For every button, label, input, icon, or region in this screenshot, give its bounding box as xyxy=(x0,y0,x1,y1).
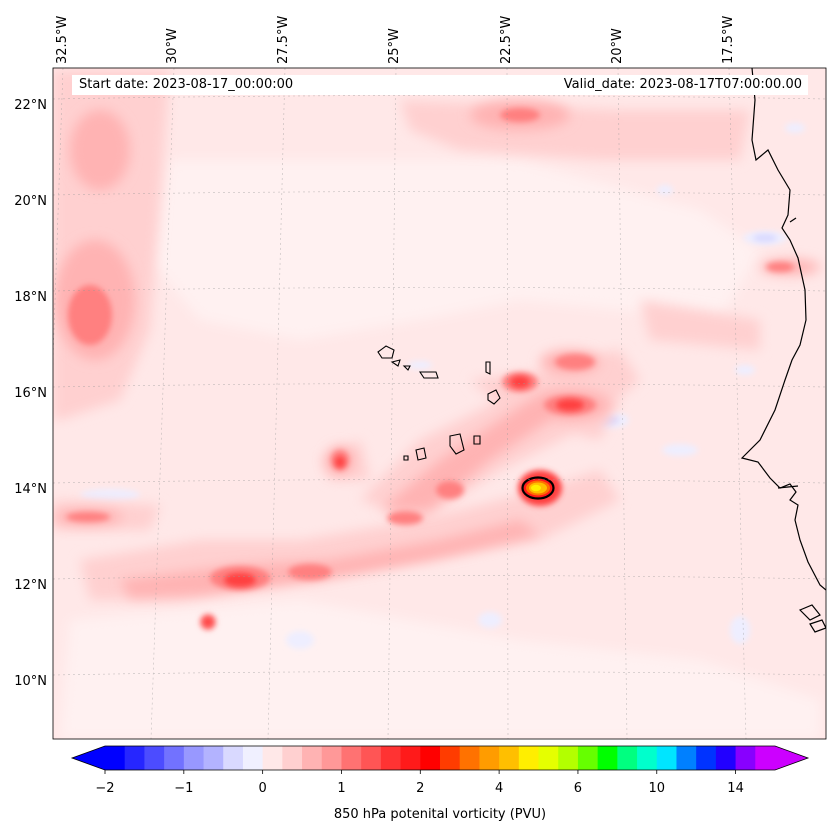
start-date: Start date: 2023-08-17_00:00:00 xyxy=(79,77,294,92)
lat-label-10n: 10°N xyxy=(14,674,47,689)
lon-label-17-5w: 17.5°W xyxy=(721,15,736,64)
colorbar-segment xyxy=(321,746,342,770)
colorbar-segment xyxy=(479,746,500,770)
lon-label-25w: 25°W xyxy=(387,28,402,64)
colorbar-tick-label: 1 xyxy=(337,781,346,796)
colorbar-segment xyxy=(676,746,697,770)
colorbar-segment xyxy=(538,746,559,770)
colorbar-segment xyxy=(656,746,677,770)
colorbar-segment xyxy=(597,746,618,770)
african-coastline xyxy=(740,68,826,633)
colorbar-tick-label: 6 xyxy=(573,781,583,796)
colorbar-tick-label: 10 xyxy=(648,781,666,796)
colorbar-segment xyxy=(242,746,264,770)
lat-label-16n: 16°N xyxy=(14,386,47,401)
colorbar-segment xyxy=(577,746,599,770)
colorbar-segment xyxy=(203,746,224,770)
lat-label-12n: 12°N xyxy=(14,578,47,593)
lat-label-20n: 20°N xyxy=(14,194,47,209)
lon-label-22-5w: 22.5°W xyxy=(499,15,514,64)
colorbar-segment xyxy=(124,746,145,770)
lon-label-32-5w: 32.5°W xyxy=(55,15,70,64)
colorbar-segment xyxy=(144,746,165,770)
cape-verde-islands xyxy=(377,345,501,461)
colorbar-segment xyxy=(223,746,244,770)
colorbar-segment xyxy=(105,746,126,770)
colorbar-segment xyxy=(380,746,402,770)
colorbar-segment xyxy=(440,746,461,770)
colorbar-title: 850 hPa potenital vorticity (PVU) xyxy=(333,807,547,822)
date-info-bar: Start date: 2023-08-17_00:00:00 Valid_da… xyxy=(72,75,808,95)
colorbar-segment xyxy=(735,746,756,770)
colorbar-tick-label: 4 xyxy=(494,781,504,796)
colorbar-tick-label: 0 xyxy=(258,781,267,796)
colorbar xyxy=(70,745,810,774)
colorbar-segment xyxy=(459,746,480,770)
lon-label-30w: 30°W xyxy=(165,28,180,64)
lat-label-14n: 14°N xyxy=(14,482,47,497)
graticule xyxy=(53,68,826,739)
colorbar-segment xyxy=(558,746,579,770)
colorbar-segment xyxy=(164,746,185,770)
colorbar-segment xyxy=(262,746,283,770)
colorbar-segment xyxy=(755,746,776,770)
lat-label-22n: 22°N xyxy=(14,98,47,113)
colorbar-extend-low xyxy=(72,746,105,770)
colorbar-segment xyxy=(518,746,540,770)
colorbar-segment xyxy=(400,746,421,770)
colorbar-segment xyxy=(183,746,205,770)
colorbar-tick-label: 14 xyxy=(727,781,744,796)
pv-field xyxy=(53,68,826,739)
colorbar-segment xyxy=(282,746,303,770)
pv-maximum xyxy=(521,476,555,500)
colorbar-segment xyxy=(499,746,520,770)
colorbar-segment xyxy=(637,746,658,770)
colorbar-segment xyxy=(696,746,717,770)
lat-label-18n: 18°N xyxy=(14,290,47,305)
colorbar-segment xyxy=(341,746,362,770)
colorbar-segment xyxy=(715,746,737,770)
colorbar-tick-label: 2 xyxy=(416,781,425,796)
lon-label-20w: 20°W xyxy=(610,28,625,64)
colorbar-segment xyxy=(361,746,382,770)
lon-label-27-5w: 27.5°W xyxy=(276,15,291,64)
valid-date: Valid_date: 2023-08-17T07:00:00.00 xyxy=(563,77,802,92)
colorbar-segment xyxy=(420,746,441,770)
colorbar-tick-label: −2 xyxy=(95,781,115,796)
colorbar-segment xyxy=(617,746,638,770)
colorbar-segment xyxy=(302,746,323,770)
colorbar-tick-label: −1 xyxy=(174,781,194,796)
colorbar-extend-high xyxy=(775,746,808,770)
